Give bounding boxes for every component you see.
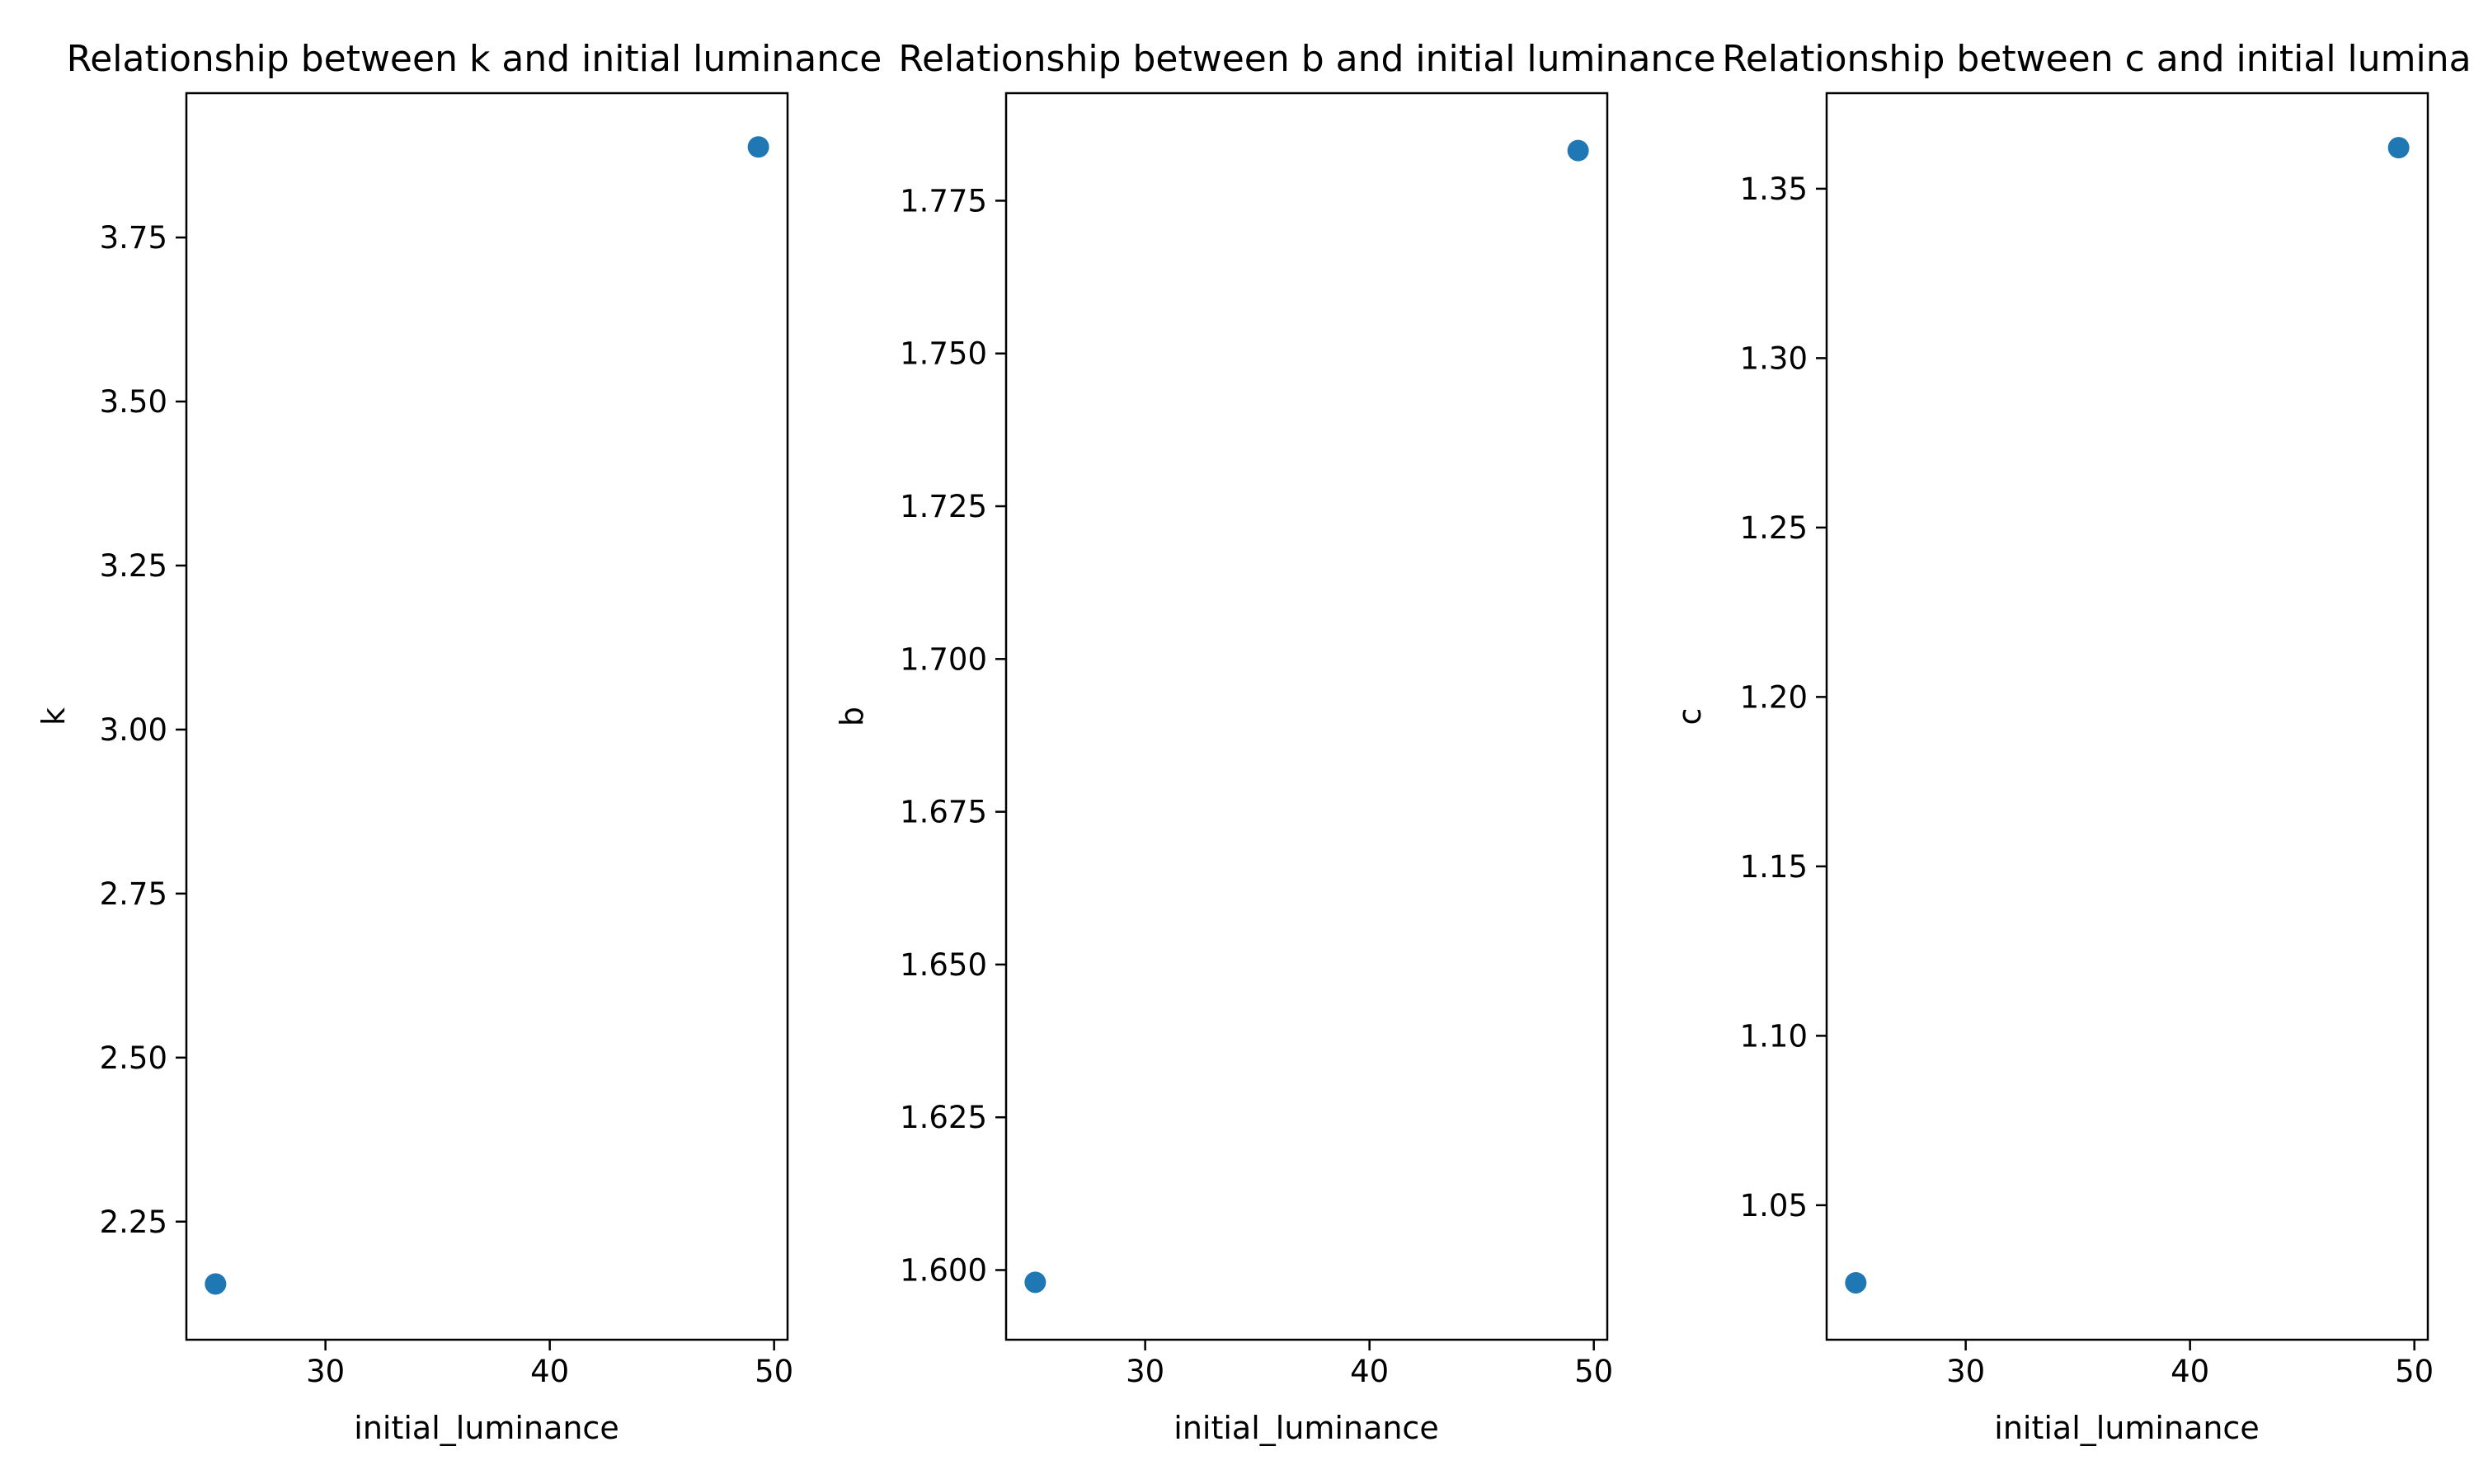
y-tick-label: 3.00 (100, 712, 167, 748)
x-axis-ticks: 30 40 50 (306, 1340, 793, 1389)
y-axis-ticks: 2.25 2.50 2.75 3.00 3.25 3.50 3.75 (100, 220, 186, 1240)
plot-frame (185, 92, 789, 1341)
y-tick-label: 3.50 (100, 384, 167, 420)
y-tick-label: 1.700 (900, 641, 987, 677)
y-tick-label: 1.600 (900, 1253, 987, 1289)
y-tick-label: 1.20 (1740, 679, 1808, 715)
subplot-c: Relationship between c and initial lumin… (1672, 38, 2474, 1446)
subplot-title: Relationship between k and initial lumin… (67, 38, 882, 80)
x-axis-label: initial_luminance (354, 1410, 618, 1446)
x-tick-label: 30 (1126, 1354, 1164, 1389)
scatter-point (747, 136, 769, 158)
scatter-points (1845, 137, 2410, 1294)
y-axis-ticks: 1.600 1.625 1.650 1.675 1.700 1.725 1.750 1.775 (900, 183, 1006, 1289)
y-tick-label: 1.30 (1740, 340, 1808, 376)
x-tick-label: 50 (755, 1354, 793, 1389)
y-tick-label: 1.25 (1740, 510, 1808, 546)
subplot-k: Relationship between k and initial lumin… (35, 38, 882, 1446)
y-axis-label: b (834, 707, 870, 726)
scatter-points (1024, 139, 1589, 1294)
y-tick-label: 1.625 (900, 1100, 987, 1135)
y-axis-ticks: 1.05 1.10 1.15 1.20 1.25 1.30 1.35 (1740, 171, 1827, 1223)
y-tick-label: 1.15 (1740, 849, 1808, 885)
y-tick-label: 1.05 (1740, 1188, 1808, 1223)
y-tick-label: 2.75 (100, 876, 167, 912)
x-tick-label: 40 (530, 1354, 569, 1389)
y-tick-label: 2.50 (100, 1040, 167, 1076)
y-tick-label: 1.725 (900, 489, 987, 524)
y-tick-label: 1.775 (900, 183, 987, 218)
x-axis-label: initial_luminance (1174, 1410, 1438, 1446)
plot-frame (1825, 92, 2429, 1341)
x-tick-label: 50 (1574, 1354, 1613, 1389)
y-tick-label: 1.750 (900, 336, 987, 372)
x-tick-label: 30 (1946, 1354, 1985, 1389)
x-tick-label: 50 (2395, 1354, 2434, 1389)
y-tick-label: 2.25 (100, 1205, 167, 1240)
scatter-point (205, 1273, 227, 1295)
x-tick-label: 30 (306, 1354, 345, 1389)
scatter-point (1845, 1271, 1867, 1294)
y-tick-label: 1.675 (900, 795, 987, 830)
subplot-title: Relationship between c and initial lumin… (1722, 38, 2474, 80)
x-tick-label: 40 (1350, 1354, 1389, 1389)
subplot-title: Relationship between b and initial lumin… (898, 38, 1715, 80)
y-tick-label: 1.10 (1740, 1018, 1808, 1054)
x-axis-label: initial_luminance (1994, 1410, 2259, 1446)
plot-frame (1004, 92, 1609, 1341)
scatter-points (205, 136, 769, 1295)
scatter-point (2387, 137, 2410, 159)
subplot-b: Relationship between b and initial lumin… (834, 38, 1716, 1446)
y-tick-label: 1.35 (1740, 171, 1808, 207)
y-tick-label: 3.25 (100, 548, 167, 584)
y-axis-label: k (35, 707, 72, 726)
x-axis-ticks: 30 40 50 (1126, 1340, 1613, 1389)
y-tick-label: 1.650 (900, 947, 987, 983)
y-axis-label: c (1672, 708, 1708, 726)
x-tick-label: 40 (2171, 1354, 2209, 1389)
x-axis-ticks: 30 40 50 (1946, 1340, 2434, 1389)
y-tick-label: 3.75 (100, 220, 167, 256)
scatter-point (1567, 139, 1589, 162)
scatter-point (1024, 1271, 1047, 1294)
